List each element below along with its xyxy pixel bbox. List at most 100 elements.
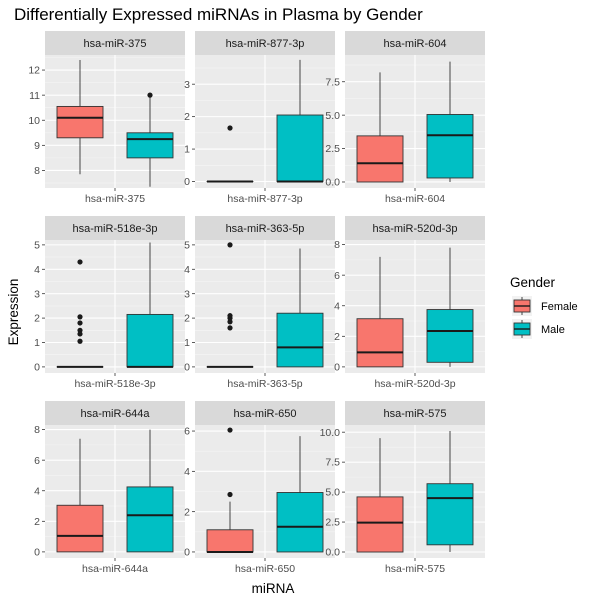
facet-strip [45,216,185,240]
facet-strip-label: hsa-miR-644a [80,408,150,420]
box [356,135,404,183]
y-tick-label: 0 [34,546,40,558]
outlier-point [227,319,233,325]
y-tick-label: 2 [184,111,190,123]
x-tick-label: hsa-miR-375 [85,193,145,205]
x-tick-label: hsa-miR-363-5p [227,378,302,390]
outlier-point [77,331,83,337]
facet-panel: hsa-miR-520d-3p 0 2 4 6 8 hsa-miR-520d-3p [334,216,485,390]
y-tick-label: 12 [28,65,40,77]
y-tick-label: 8 [334,239,340,251]
y-tick-label: 4 [34,264,40,276]
x-tick-label: hsa-miR-604 [385,193,445,205]
outlier-point [227,427,233,433]
legend: Gender Female Male [510,275,578,339]
y-tick-label: 1 [184,337,190,349]
y-tick-label: 2.5 [325,517,340,529]
y-tick-label: 5 [34,239,40,251]
x-tick-label: hsa-miR-518e-3p [74,378,155,390]
outlier-point [227,491,233,498]
box-female [206,125,254,183]
box-female [206,242,254,368]
facet-panel: hsa-miR-644a 0 2 4 6 8 hsa-miR-644a [34,401,185,575]
facet-strip-label: hsa-miR-877-3p [226,38,305,50]
y-tick-label: 4 [334,300,340,312]
box [276,114,324,182]
facet-strip-label: hsa-miR-363-5p [226,223,305,235]
box-male [126,429,174,553]
y-tick-label: 4 [184,264,190,276]
y-tick-label: 6 [184,426,190,438]
facet-strip-label: hsa-miR-375 [84,38,147,50]
legend-entry: Female [512,296,578,316]
facet-panel: hsa-miR-363-5p 0 1 2 3 4 5 hsa-miR-363-5p [184,216,335,390]
facet-strip [345,31,485,55]
facet-panel: hsa-miR-518e-3p 0 1 2 3 4 5 hsa-miR-518e-3p [34,216,185,390]
box [56,105,104,139]
y-tick-label: 0 [334,361,340,373]
x-tick-label: hsa-miR-520d-3p [374,378,455,390]
box-male [276,59,324,183]
y-tick-label: 11 [29,90,40,102]
box-male [276,436,324,553]
y-tick-label: 2 [184,506,190,518]
y-tick-label: 0 [34,361,40,373]
box [126,313,174,368]
outlier-point [77,327,83,333]
box-male [426,430,474,553]
y-tick-label: 3 [184,288,190,300]
x-tick-label: hsa-miR-877-3p [227,193,302,205]
facet-strip [195,216,335,240]
box-male [426,247,474,367]
facet-strip [345,401,485,425]
outlier-point [77,259,83,265]
facet-strip-label: hsa-miR-520d-3p [373,223,458,235]
facet-strip [195,31,335,55]
outlier-point [77,314,83,320]
facet-strip-label: hsa-miR-604 [384,38,447,50]
x-tick-label: hsa-miR-650 [235,563,295,575]
facet-strip-label: hsa-miR-575 [384,408,447,420]
y-tick-label: 2.5 [325,143,340,155]
facet-strip [195,401,335,425]
y-tick-label: 1 [34,337,40,349]
chart-title: Differentially Expressed miRNAs in Plasm… [14,5,423,24]
y-tick-label: 9 [34,140,40,152]
y-tick-label: 3 [184,79,190,91]
box-male [126,242,174,368]
box [276,312,324,368]
y-tick-label: 8 [34,424,40,436]
box-male [426,61,474,182]
y-tick-label: 5.0 [325,487,340,499]
facet-panels: hsa-miR-37589101112hsa-miR-375hsa-miR-87… [28,31,485,575]
box-female [356,256,404,368]
facet-strip-label: hsa-miR-650 [234,408,297,420]
box-female [56,60,104,175]
y-tick-label: 0.0 [325,177,340,189]
box [206,529,254,553]
box [426,309,474,363]
y-tick-label: 1 [184,144,190,156]
y-tick-label: 2 [34,313,40,325]
outlier-point [227,125,233,131]
box-female [206,427,254,553]
facet-panel: hsa-miR-375 8 9 10 11 12 hsa-miR-375 [28,31,185,205]
box [276,492,324,553]
box [356,318,404,368]
x-axis-title: miRNA [252,581,295,596]
box-female [356,438,404,553]
legend-title: Gender [510,275,556,290]
y-tick-label: 2 [34,516,40,528]
outlier-point [227,325,233,331]
y-tick-label: 0.0 [325,547,340,559]
box [356,496,404,553]
facet-panel: hsa-miR-575 0.0 2.5 5.0 7.5 10.0 hsa-miR-575 [320,401,485,575]
y-tick-label: 4 [184,466,190,478]
outlier-point [227,313,233,319]
y-tick-label: 8 [34,165,40,177]
y-tick-label: 4 [34,485,40,497]
y-tick-label: 7.5 [325,457,340,469]
outlier-point [227,242,233,248]
